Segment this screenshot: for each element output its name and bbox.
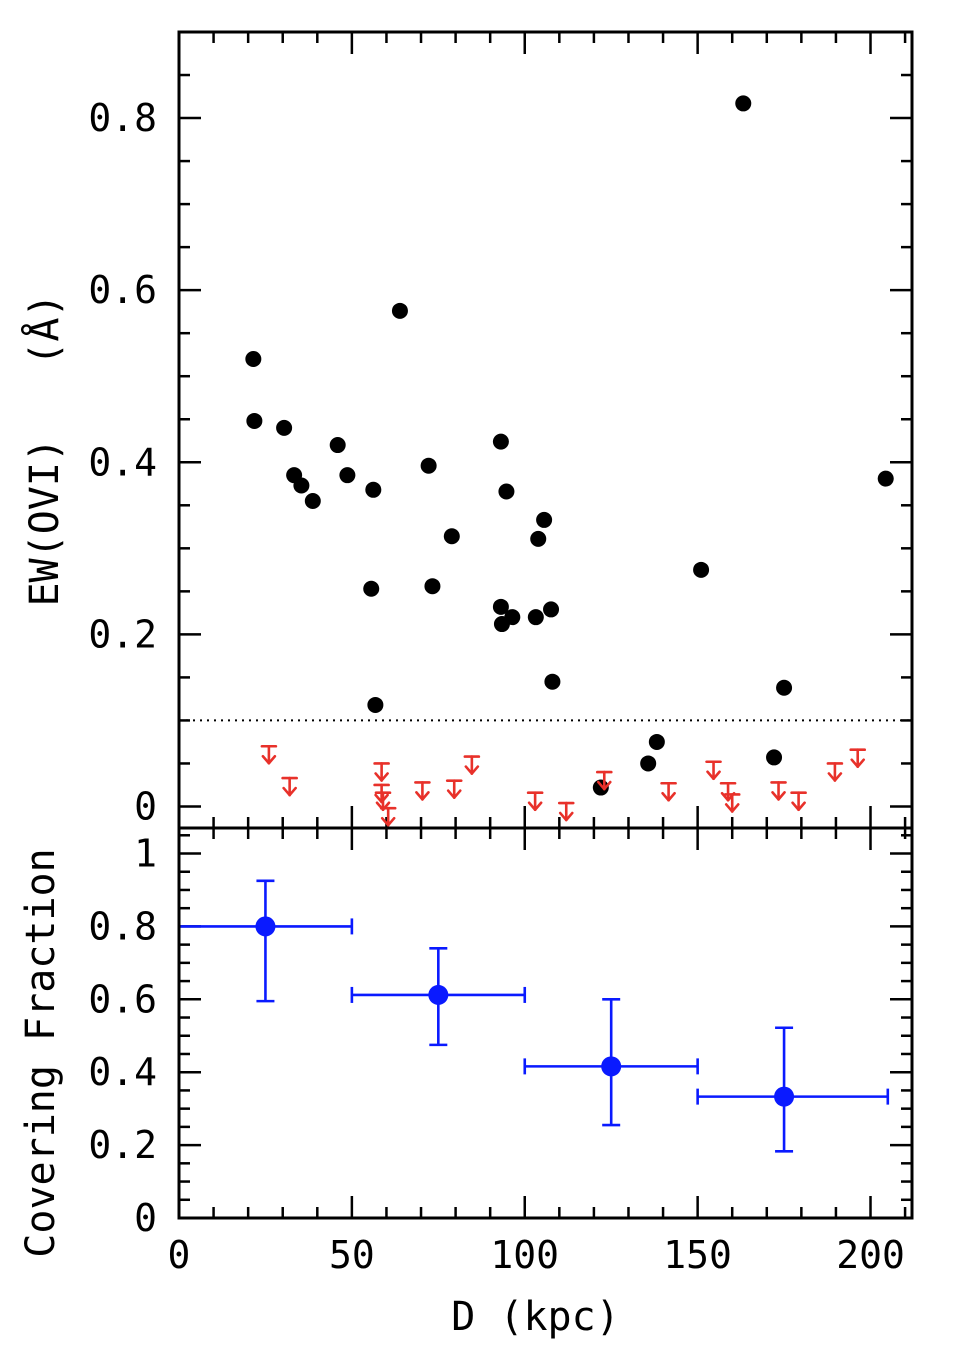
upper-limit-arrow (770, 781, 787, 801)
bottom-y-tick-label: 0.2 (88, 1123, 157, 1167)
upper-limit-arrow (445, 779, 463, 799)
covering-fraction-point (177, 879, 354, 1003)
detection-point (543, 601, 560, 618)
top-y-tick-label: 0.8 (88, 96, 157, 140)
upper-limit-arrow (379, 806, 397, 827)
covering-fraction-point (696, 1026, 890, 1153)
bottom-y-tick-labels: 0 0.2 0.4 0.6 0.8 1 (88, 832, 157, 1240)
detection-point (640, 755, 657, 772)
detection-point (492, 598, 509, 615)
detection-point (391, 302, 408, 319)
covering-fraction-marker (255, 916, 276, 937)
bottom-x-tick-labels: 0 50 100 150 200 (168, 1233, 905, 1277)
covering-fraction-point (523, 998, 699, 1127)
x-tick-label: 150 (663, 1233, 732, 1277)
detection-point (443, 528, 460, 545)
covering-fraction-marker (601, 1056, 622, 1077)
bottom-panel: 0 0.2 0.4 0.6 0.8 1 0 50 100 150 200 Covering Fra… (18, 826, 914, 1340)
detection-point (877, 470, 894, 487)
detection-point (367, 696, 384, 713)
covering-fraction-marker (428, 984, 449, 1005)
detection-point (304, 492, 321, 509)
upper-limit-arrow (463, 755, 481, 775)
upper-limit-arrow (373, 762, 390, 782)
top-y-axis-label: EW(OVI) (Å) (20, 293, 68, 606)
bottom-y-tick-label: 0.8 (88, 904, 157, 948)
upper-limit-arrow (849, 748, 867, 768)
covering-fraction-marker (774, 1086, 795, 1107)
detection-point (365, 481, 382, 498)
detection-point (527, 609, 544, 626)
covering-fraction-point (350, 946, 527, 1047)
detection-point (329, 437, 346, 454)
upper-limit-arrow (281, 776, 298, 797)
detection-point (776, 679, 793, 696)
upper-limit-arrow (723, 793, 741, 813)
detection-point (498, 483, 515, 500)
detection-point (276, 419, 293, 436)
x-tick-label: 0 (168, 1233, 191, 1277)
detection-point (544, 673, 561, 690)
x-tick-label: 100 (490, 1233, 559, 1277)
upper-limit-arrow (595, 770, 613, 791)
bottom-y-axis-label: Covering Fraction (18, 848, 64, 1257)
top-data-marks (245, 95, 894, 827)
bottom-y-tick-label: 0.6 (88, 977, 157, 1021)
x-tick-label: 200 (836, 1233, 905, 1277)
detection-point (504, 609, 521, 626)
bottom-axis-ticks (177, 828, 912, 1220)
bottom-y-tick-label: 1 (134, 832, 157, 876)
upper-limit-arrow (414, 781, 431, 801)
upper-limit-arrow (526, 791, 544, 812)
bottom-plot-frame (177, 826, 914, 1220)
detection-point (766, 749, 783, 766)
upper-limit-arrow (557, 801, 575, 822)
detection-point (245, 351, 262, 368)
top-y-tick-label: 0.6 (88, 268, 157, 312)
detection-point (530, 530, 547, 547)
top-y-tick-labels: 0 0.2 0.4 0.6 0.8 (88, 96, 157, 828)
detection-point (363, 580, 380, 597)
detection-point (424, 578, 441, 595)
top-y-tick-label: 0 (134, 784, 157, 828)
bottom-data-marks (177, 879, 890, 1153)
detection-point (492, 433, 509, 450)
upper-limit-arrow (826, 762, 844, 782)
detection-point (648, 733, 665, 750)
detection-point (420, 457, 437, 474)
detection-point (735, 95, 752, 112)
detection-point (536, 511, 553, 528)
x-axis-label: D (kpc) (451, 1294, 620, 1340)
detection-point (693, 561, 710, 578)
upper-limit-arrow (790, 791, 807, 812)
detection-point (293, 477, 310, 494)
upper-limit-arrow (705, 760, 722, 781)
upper-limit-arrow (374, 791, 392, 812)
upper-limit-arrow (260, 744, 278, 765)
detection-point (339, 467, 356, 484)
bottom-y-tick-label: 0 (134, 1196, 157, 1240)
x-tick-label: 50 (329, 1233, 375, 1277)
top-panel: 0 0.2 0.4 0.6 0.8 EW(OVI) (Å) (20, 30, 914, 830)
detection-point (246, 412, 263, 429)
bottom-y-tick-label: 0.4 (88, 1050, 157, 1094)
top-y-tick-label: 0.4 (88, 440, 157, 484)
top-y-tick-label: 0.2 (88, 612, 157, 656)
upper-limit-arrow (660, 781, 677, 802)
